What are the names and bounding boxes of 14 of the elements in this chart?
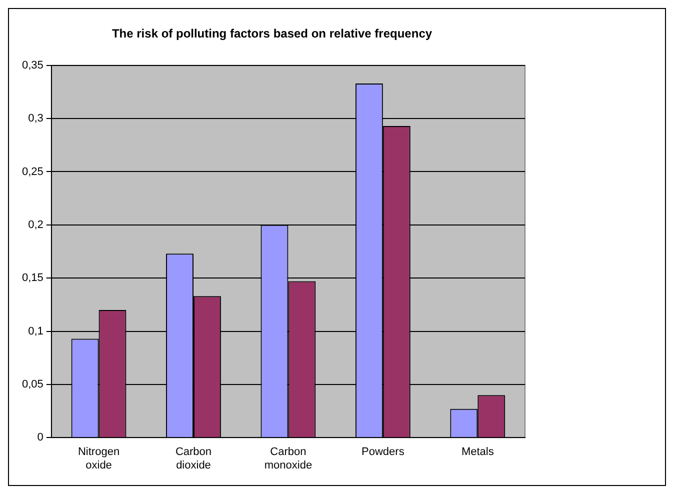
x-tick-label: Carbon monoxide: [264, 446, 312, 472]
y-tick-label: 0: [37, 432, 44, 444]
y-tick-label: 0,35: [22, 59, 44, 72]
y-tick-label: 0,15: [22, 272, 44, 284]
chart-title: The risk of polluting factors based on relative frequency: [112, 26, 432, 41]
x-tick-label: Carbon dioxide: [175, 446, 212, 472]
y-tick-label: 0,1: [28, 325, 44, 338]
x-tick-label: Nitrogen oxide: [78, 446, 120, 472]
y-tick-label: 0,2: [28, 218, 44, 231]
x-tick-label: Powders: [362, 446, 405, 458]
y-tick-label: 0,05: [22, 378, 44, 390]
x-tick-label: Metals: [461, 446, 494, 458]
y-tick-label: 0,25: [22, 166, 44, 178]
y-tick-label: 0,3: [28, 112, 44, 125]
